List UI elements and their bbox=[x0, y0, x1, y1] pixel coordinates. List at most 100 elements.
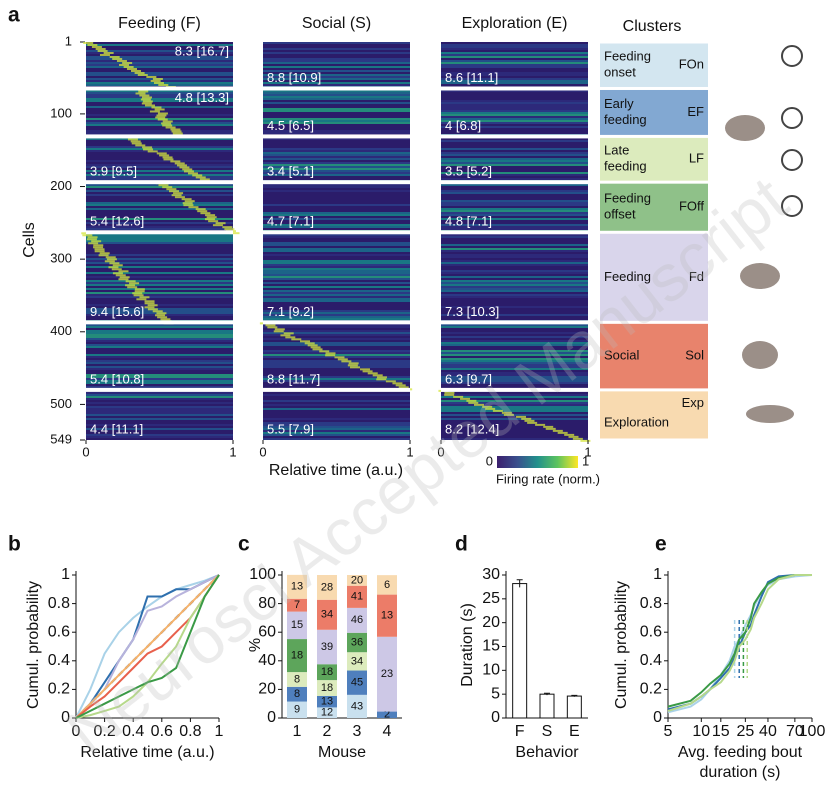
segment-label: 7.1 [9.2] bbox=[267, 304, 314, 319]
heatmap-row bbox=[441, 130, 588, 132]
heatmap-peak bbox=[129, 282, 140, 285]
cluster-boundary bbox=[86, 180, 233, 185]
heatmap-row bbox=[441, 196, 588, 198]
panel-label: c bbox=[238, 533, 250, 556]
heatmap-row bbox=[441, 164, 588, 166]
series-line bbox=[75, 574, 220, 719]
y-tick-label: 0.2 bbox=[48, 681, 70, 698]
heatmap-row bbox=[263, 376, 410, 378]
mouse-icon bbox=[746, 405, 794, 423]
heatmap-row bbox=[441, 92, 588, 94]
stopwatch-icon bbox=[781, 195, 803, 217]
heatmap-row bbox=[86, 210, 233, 212]
heatmap-row bbox=[86, 386, 233, 388]
heatmap-row bbox=[441, 146, 588, 148]
heatmap-row bbox=[263, 146, 410, 148]
heatmap-peak bbox=[147, 150, 158, 153]
bar-segment bbox=[287, 701, 307, 718]
heatmap-row bbox=[263, 94, 410, 96]
heatmap-row bbox=[86, 148, 233, 150]
heatmap-peak bbox=[557, 431, 568, 434]
heatmap-peak bbox=[174, 196, 185, 199]
series-line bbox=[75, 574, 220, 719]
x-tick-label: 0.6 bbox=[151, 723, 173, 740]
heatmap-peak bbox=[119, 64, 130, 66]
cluster-boundary bbox=[263, 86, 410, 91]
panel-label: d bbox=[455, 533, 468, 556]
heatmap-row bbox=[263, 258, 410, 260]
heatmap-peak bbox=[205, 214, 216, 217]
cluster-box bbox=[600, 323, 708, 389]
heatmap-row bbox=[263, 286, 410, 288]
heatmap-row bbox=[263, 396, 410, 398]
heatmap-peak bbox=[152, 310, 163, 313]
heatmap-row bbox=[441, 270, 588, 272]
heatmap-peak bbox=[304, 342, 315, 345]
heatmap-row bbox=[86, 50, 233, 52]
mouse-icon bbox=[742, 341, 778, 369]
heatmap-row bbox=[441, 56, 588, 58]
heatmap-row bbox=[441, 376, 588, 378]
heatmap-row bbox=[86, 90, 233, 92]
heatmap-row bbox=[86, 72, 233, 74]
cluster-name: Feeding bbox=[604, 191, 651, 206]
colorbar bbox=[497, 456, 578, 468]
bar bbox=[539, 693, 555, 719]
heatmap-row bbox=[441, 350, 588, 352]
heatmap-row bbox=[441, 172, 588, 174]
heatmap-peak bbox=[516, 415, 527, 418]
heatmap-row bbox=[263, 416, 410, 418]
heatmap-row bbox=[86, 356, 233, 358]
heatmap-peak bbox=[97, 50, 108, 52]
heatmap-row bbox=[441, 436, 588, 438]
heatmap-row bbox=[86, 124, 233, 126]
heatmap-row bbox=[86, 408, 233, 410]
heatmap-peak bbox=[325, 354, 336, 357]
heatmap-row bbox=[263, 340, 410, 342]
heatmap-row bbox=[263, 374, 410, 376]
heatmap-row bbox=[86, 202, 233, 204]
heatmap-row bbox=[86, 160, 233, 162]
heatmap-row bbox=[86, 418, 233, 420]
heatmap-row bbox=[441, 96, 588, 98]
heatmap-row bbox=[441, 70, 588, 72]
bar bbox=[512, 583, 528, 719]
heatmap-row bbox=[86, 162, 233, 164]
heatmap-peak bbox=[153, 82, 164, 84]
segment-count: 8 bbox=[294, 688, 300, 700]
heatmap-row bbox=[86, 324, 233, 326]
heatmap-peak bbox=[145, 104, 156, 107]
heatmap-row bbox=[86, 252, 233, 254]
heatmap-row bbox=[441, 424, 588, 426]
bar-segment bbox=[377, 594, 397, 637]
heatmap-peak bbox=[125, 280, 136, 283]
y-tick-label: 15 bbox=[482, 638, 500, 655]
heatmap-row bbox=[86, 382, 233, 384]
heatmap-row bbox=[263, 244, 410, 246]
heatmap-row bbox=[263, 382, 410, 384]
cluster-box bbox=[600, 391, 708, 439]
heatmap-row bbox=[86, 402, 233, 404]
heatmap-peak bbox=[83, 42, 94, 44]
y-tick-label: 20 bbox=[258, 681, 276, 698]
error-bar bbox=[544, 692, 550, 696]
heatmap-row bbox=[86, 340, 233, 342]
heatmap-peak bbox=[307, 344, 318, 347]
heatmap-row bbox=[86, 220, 233, 222]
heatmap-row bbox=[441, 120, 588, 122]
heatmap-row bbox=[263, 438, 410, 440]
bar-segment bbox=[377, 636, 397, 712]
heatmap-row bbox=[441, 418, 588, 420]
heatmap-row bbox=[86, 380, 233, 382]
heatmap-row bbox=[86, 204, 233, 206]
heatmap-row bbox=[263, 60, 410, 62]
heatmap-row bbox=[441, 310, 588, 312]
cluster-box bbox=[600, 183, 708, 231]
heatmap-row bbox=[263, 74, 410, 76]
heatmap-peak bbox=[162, 186, 173, 189]
heatmap-peak bbox=[398, 386, 409, 389]
heatmap-row bbox=[263, 130, 410, 132]
heatmap-row bbox=[263, 434, 410, 436]
segment-count: 18 bbox=[321, 666, 333, 678]
